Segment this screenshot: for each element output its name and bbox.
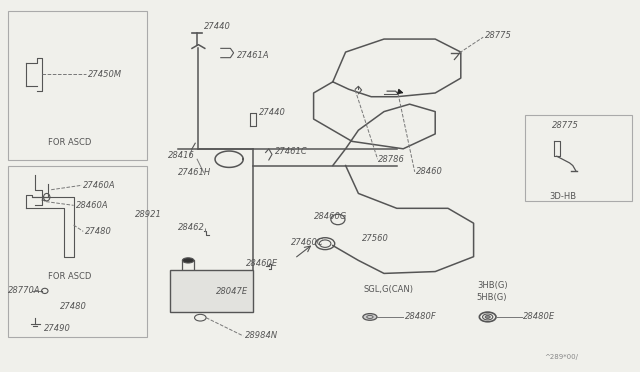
Text: 28462: 28462: [178, 223, 205, 232]
Text: 27460A: 27460A: [83, 181, 116, 190]
Text: 28460: 28460: [416, 167, 443, 176]
Text: 28460E: 28460E: [246, 259, 278, 268]
Text: ^289*00/: ^289*00/: [544, 354, 578, 360]
Ellipse shape: [485, 315, 490, 318]
Text: 5HB(G): 5HB(G): [477, 293, 508, 302]
Bar: [8, 166, 147, 337]
Text: 27560: 27560: [362, 234, 388, 243]
Text: 27461A: 27461A: [237, 51, 269, 60]
Text: 28416: 28416: [168, 151, 195, 160]
Text: 3D-HB: 3D-HB: [549, 192, 576, 201]
Ellipse shape: [182, 258, 194, 263]
Text: 27450M: 27450M: [88, 70, 122, 79]
Text: 27460C: 27460C: [291, 238, 324, 247]
Text: 28047E: 28047E: [216, 287, 248, 296]
Text: 27480: 27480: [85, 227, 112, 236]
Text: 28775: 28775: [552, 121, 579, 130]
Text: FOR ASCD: FOR ASCD: [48, 272, 92, 280]
Text: 28460A: 28460A: [76, 201, 108, 210]
Bar: [170, 270, 253, 312]
Text: 27480: 27480: [60, 302, 86, 311]
Text: 27440: 27440: [259, 108, 286, 117]
Text: 28786: 28786: [378, 155, 404, 164]
Ellipse shape: [363, 314, 377, 320]
Text: SGL,G(CAN): SGL,G(CAN): [364, 285, 413, 294]
Text: 28921: 28921: [135, 210, 162, 219]
Text: 28460G: 28460G: [314, 212, 347, 221]
Bar: [525, 115, 632, 201]
Text: 28984N: 28984N: [245, 331, 278, 340]
Text: 27461C: 27461C: [275, 147, 308, 156]
Text: 27490: 27490: [44, 324, 70, 333]
Text: 28480E: 28480E: [523, 312, 555, 321]
Text: 28480F: 28480F: [404, 312, 436, 321]
Text: 3HB(G): 3HB(G): [477, 281, 508, 290]
Text: 28775: 28775: [485, 31, 512, 40]
Text: FOR ASCD: FOR ASCD: [48, 138, 92, 147]
Bar: [8, 11, 147, 160]
Text: 27440: 27440: [204, 22, 230, 31]
Text: 28770A: 28770A: [8, 286, 40, 295]
Text: 27461H: 27461H: [178, 168, 211, 177]
